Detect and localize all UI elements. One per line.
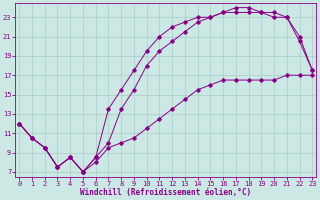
X-axis label: Windchill (Refroidissement éolien,°C): Windchill (Refroidissement éolien,°C) — [80, 188, 251, 197]
